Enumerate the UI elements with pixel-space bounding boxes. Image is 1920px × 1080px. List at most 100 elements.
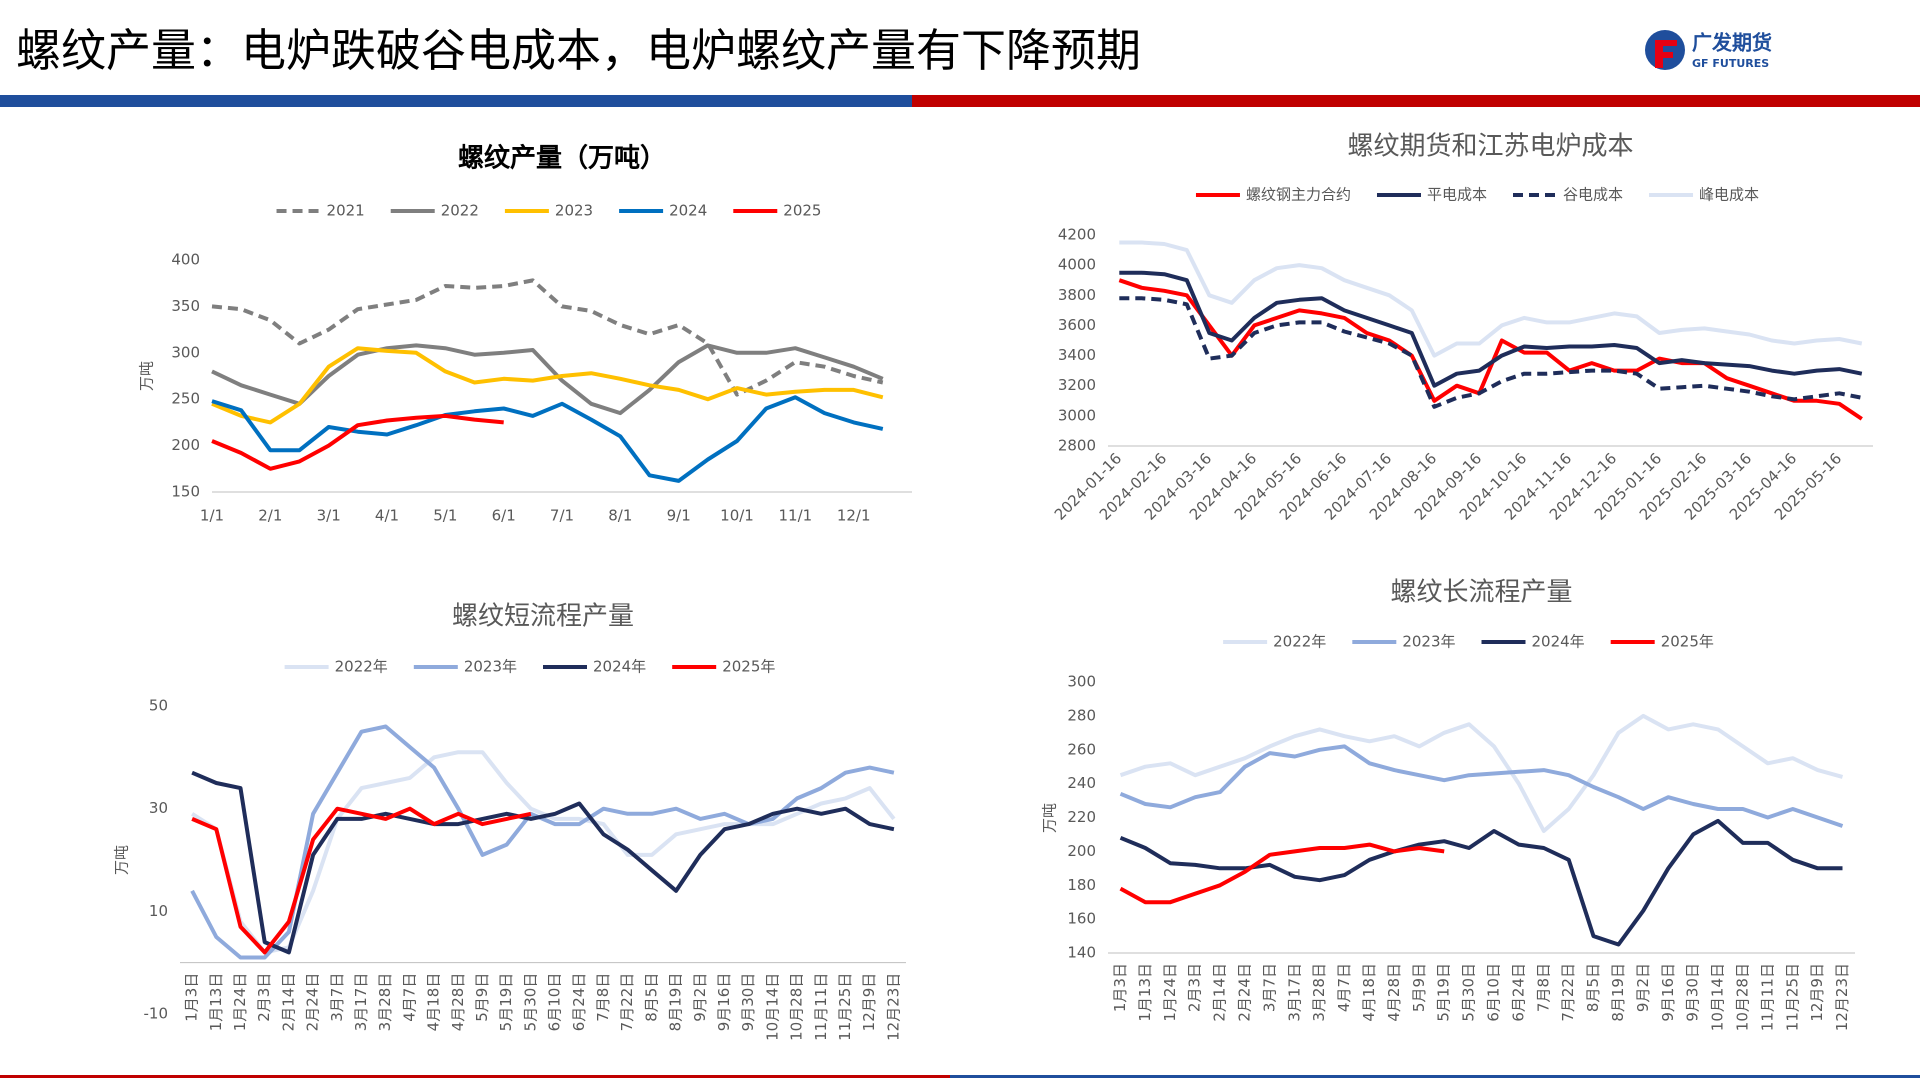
legend-label: 2023 [555,202,593,220]
x-tick-label: 1月24日 [231,973,249,1032]
x-tick-label: 1月3日 [183,973,201,1022]
y-tick-label: 250 [171,390,200,408]
data-line [1119,744,1844,828]
x-tick-label: 10/1 [720,507,754,525]
legend-label: 2022年 [1273,633,1326,651]
x-tick-label: 7月8日 [1534,963,1552,1012]
y-tick-label: 10 [149,902,168,920]
x-tick-label: 7月22日 [618,973,636,1032]
legend-label: 2024年 [593,658,646,676]
x-tick-label: 9月16日 [1659,963,1677,1022]
data-line [1119,713,1844,833]
chart-title: 螺纹短流程产量 [452,602,634,632]
y-tick-label: 4200 [1058,226,1096,244]
legend-label: 2022 [441,202,479,220]
x-tick-label: 8月19日 [1609,963,1627,1022]
y-tick-label: 200 [171,436,200,454]
x-tick-label: 9月2日 [691,973,709,1022]
y-axis-label: 万吨 [113,845,131,875]
x-tick-label: 9月16日 [715,973,733,1032]
x-tick-label: 2月14日 [279,973,297,1032]
data-line [1119,240,1863,358]
legend-item: 2023年 [1352,633,1456,651]
x-tick-label: 11/1 [778,507,812,525]
x-tick-label: 11月25日 [836,973,854,1041]
legend-label: 峰电成本 [1699,186,1759,204]
legend-item: 2025年 [672,658,775,676]
x-tick-label: 3月7日 [328,973,346,1022]
y-tick-label: 400 [171,251,200,269]
x-tick-label: 10月28日 [1733,963,1751,1031]
x-tick-label: 3月28日 [1310,963,1328,1022]
x-tick-label: 12月23日 [884,973,902,1041]
x-tick-label: 12月9日 [860,973,878,1032]
x-tick-label: 5月9日 [473,973,491,1022]
legend-label: 螺纹钢主力合约 [1246,186,1351,204]
x-tick-label: 8月5日 [1584,963,1602,1012]
header-bar-blue [0,95,912,107]
legend-item: 螺纹钢主力合约 [1195,186,1351,204]
x-tick-label: 11月11日 [1758,963,1776,1031]
legend-label: 2022年 [335,658,388,676]
x-tick-label: 6月24日 [1509,963,1527,1022]
x-tick-label: 12/1 [837,507,871,525]
x-tick-label: 1月24日 [1161,963,1179,1022]
x-tick-label: 6/1 [492,507,516,525]
data-line [1119,270,1863,388]
y-tick-label: 280 [1067,706,1096,724]
x-tick-label: 9/1 [667,507,691,525]
x-tick-label: 11月11日 [812,973,830,1041]
x-tick-label: 3/1 [317,507,341,525]
x-tick-label: 4月7日 [1335,963,1353,1012]
y-tick-label: 3800 [1058,286,1096,304]
y-tick-label: -10 [144,1005,169,1023]
x-tick-label: 4月28日 [449,973,467,1032]
y-tick-label: 300 [171,343,200,361]
legend-label: 2025年 [1661,633,1714,651]
x-tick-label: 4月28日 [1385,963,1403,1022]
x-tick-label: 7月22日 [1559,963,1577,1022]
x-tick-label: 10月28日 [788,973,806,1041]
x-tick-label: 2月14日 [1211,963,1229,1022]
legend-item: 平电成本 [1376,186,1487,204]
header-bar-red [912,95,1920,107]
x-tick-label: 4月18日 [1360,963,1378,1022]
x-tick-label: 2月24日 [1235,963,1253,1022]
legend-item: 峰电成本 [1649,186,1759,204]
x-tick-label: 3月17日 [1285,963,1303,1022]
y-tick-label: 200 [1067,842,1096,860]
data-line [190,724,895,960]
y-tick-label: 240 [1067,774,1096,792]
y-tick-label: 30 [149,799,168,817]
x-tick-label: 1月13日 [1136,963,1154,1022]
y-tick-label: 3600 [1058,316,1096,334]
x-tick-label: 1/1 [200,507,224,525]
x-tick-label: 11月25日 [1783,963,1801,1031]
y-tick-label: 3400 [1058,346,1096,364]
legend-item: 谷电成本 [1513,186,1623,204]
legend-label: 2025年 [722,658,775,676]
legend-label: 谷电成本 [1563,186,1623,204]
data-line [1119,818,1843,947]
x-tick-label: 8月19日 [667,973,685,1032]
x-tick-label: 12月9日 [1808,963,1826,1022]
y-tick-label: 350 [171,297,200,315]
x-tick-label: 5月19日 [497,973,515,1032]
x-tick-label: 1月3日 [1111,963,1129,1012]
chart-title: 螺纹长流程产量 [1390,578,1572,608]
logo: 广发期货 GF FUTURES [1645,30,1772,70]
legend-item: 2024年 [1481,633,1585,651]
chart-title: 螺纹产量（万吨） [458,143,666,174]
y-tick-label: 3000 [1058,406,1096,424]
x-tick-label: 1月13日 [207,973,225,1032]
y-tick-label: 220 [1067,808,1096,826]
legend-label: 平电成本 [1427,186,1487,204]
x-tick-label: 5/1 [433,507,457,525]
x-tick-label: 2月24日 [304,973,322,1032]
data-line [211,413,504,471]
data-line [211,343,884,416]
x-tick-label: 4月18日 [425,973,443,1032]
legend-item: 2023年 [413,658,517,676]
